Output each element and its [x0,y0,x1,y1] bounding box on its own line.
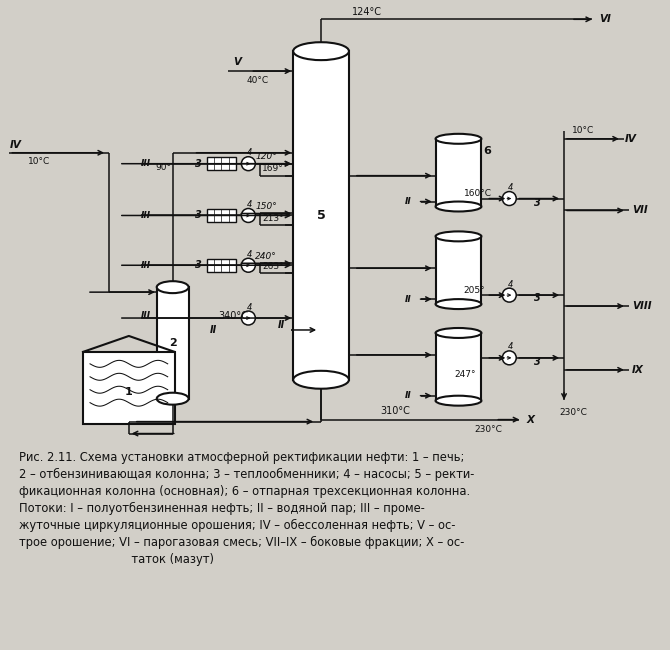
Bar [83,352,175,424]
Text: 2 – отбензинивающая колонна; 3 – теплообменники; 4 – насосы; 5 – ректи-: 2 – отбензинивающая колонна; 3 – теплооб… [19,469,474,482]
Text: 120°: 120° [255,152,277,161]
Text: III: III [141,261,151,270]
Text: 340°C: 340°C [218,311,249,321]
Text: 40°C: 40°C [247,75,269,84]
Text: жуточные циркуляционные орошения; IV – обессоленная нефть; V – ос-: жуточные циркуляционные орошения; IV – о… [19,519,456,532]
Text: 3: 3 [195,159,202,169]
Text: 263°: 263° [262,262,284,271]
Text: 4: 4 [247,200,252,209]
Text: III: III [141,311,151,320]
Text: 3: 3 [534,357,541,367]
Text: 4: 4 [508,343,513,352]
Text: 2: 2 [169,338,177,348]
Text: 10°C: 10°C [572,126,594,135]
Ellipse shape [293,42,349,60]
Bar [206,259,237,272]
Text: 160°C: 160°C [464,189,492,198]
Ellipse shape [157,281,189,293]
Text: V: V [233,57,241,67]
Ellipse shape [436,231,481,241]
Text: 10°C: 10°C [28,157,50,166]
Ellipse shape [157,393,189,405]
Text: 5: 5 [317,209,326,222]
Text: Рис. 2.11. Схема установки атмосферной ректификации нефти: 1 – печь;: Рис. 2.11. Схема установки атмосферной р… [19,452,465,465]
Ellipse shape [436,299,481,309]
Bar [293,51,349,380]
Text: 3: 3 [195,211,202,220]
Text: 6: 6 [483,146,491,156]
Text: 247°: 247° [454,370,476,380]
Circle shape [502,351,517,365]
Text: трое орошение; VI – парогазовая смесь; VII–IX – боковые фракции; X – ос-: трое орошение; VI – парогазовая смесь; V… [19,536,465,549]
Bar [157,287,189,398]
Bar [206,209,237,222]
Text: II: II [404,294,411,304]
Text: III: III [141,211,151,220]
Text: таток (мазут): таток (мазут) [19,553,214,566]
Text: VI: VI [599,14,611,24]
Text: III: III [141,159,151,168]
Text: 3: 3 [534,198,541,207]
Text: IV: IV [9,140,21,150]
Bar [436,139,481,207]
Ellipse shape [436,134,481,144]
Text: 90°: 90° [155,163,172,172]
Text: II: II [404,391,411,400]
Bar [206,157,237,170]
Bar [436,333,481,400]
Text: 240°: 240° [255,252,277,261]
Text: IV: IV [625,134,636,144]
Text: II: II [277,320,285,330]
Circle shape [241,157,255,171]
Text: 3: 3 [534,293,541,303]
Text: 213°: 213° [262,214,284,223]
Text: II: II [404,197,411,206]
Ellipse shape [436,202,481,211]
Text: IX: IX [632,365,644,375]
Circle shape [502,192,517,205]
Circle shape [241,258,255,272]
Text: 150°: 150° [255,202,277,211]
Text: фикационная колонна (основная); 6 – отпарная трехсекционная колонна.: фикационная колонна (основная); 6 – отпа… [19,486,470,499]
Text: Потоки: I – полуотбензиненная нефть; II – водяной пар; III – проме-: Потоки: I – полуотбензиненная нефть; II … [19,502,425,515]
Circle shape [241,311,255,325]
Circle shape [502,288,517,302]
Text: 169°: 169° [262,164,284,173]
Text: 230°C: 230°C [559,408,587,417]
Text: II: II [210,325,217,335]
Bar [436,237,481,304]
Text: X: X [526,415,534,424]
Text: 1: 1 [125,387,133,396]
Text: 3: 3 [195,260,202,270]
Text: 230°C: 230°C [474,425,502,434]
Circle shape [241,209,255,222]
Text: 4: 4 [508,183,513,192]
Text: 4: 4 [247,148,252,157]
Ellipse shape [436,328,481,338]
Text: VII: VII [632,205,647,216]
Text: VIII: VIII [632,301,651,311]
Text: 124°C: 124°C [352,7,382,18]
Text: 205°: 205° [464,285,485,294]
Ellipse shape [293,370,349,389]
Text: 4: 4 [247,250,252,259]
Ellipse shape [436,396,481,406]
Text: 310°C: 310°C [380,406,409,415]
Text: 4: 4 [508,280,513,289]
Text: 4: 4 [247,303,252,311]
